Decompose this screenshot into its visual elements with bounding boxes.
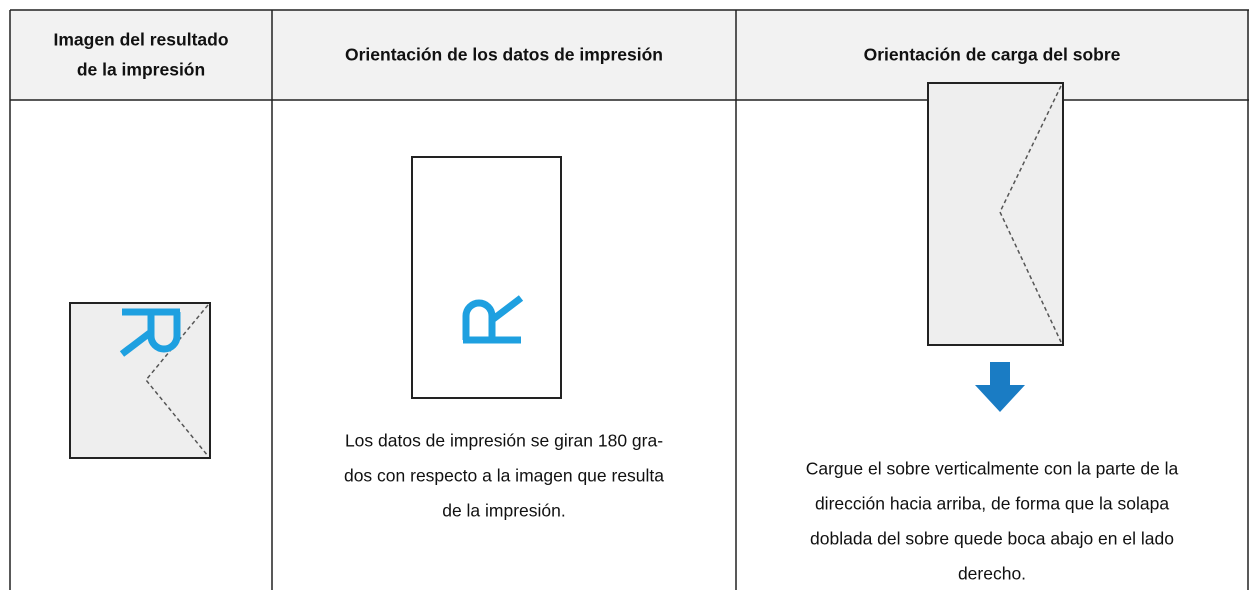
header-text: Orientación de carga del sobre — [864, 45, 1121, 65]
envelope-result-icon — [69, 302, 211, 459]
cell-text: Los datos de impresión se giran 180 gra- — [345, 431, 663, 451]
cell-text: dirección hacia arriba, de forma que la … — [815, 494, 1169, 514]
print-data-icon — [411, 156, 562, 399]
cell-text: derecho. — [958, 564, 1026, 584]
header-text: de la impresión — [77, 60, 205, 80]
cell-text: dos con respecto a la imagen que resulta — [344, 466, 664, 486]
cell-text: doblada del sobre quede boca abajo en el… — [810, 529, 1174, 549]
envelope-load-icon — [927, 82, 1064, 412]
cell-text: Cargue el sobre verticalmente con la par… — [806, 459, 1179, 479]
header-text: Orientación de los datos de impresión — [345, 45, 663, 65]
header-text: Imagen del resultado — [53, 30, 228, 50]
cell-text: de la impresión. — [442, 501, 566, 521]
